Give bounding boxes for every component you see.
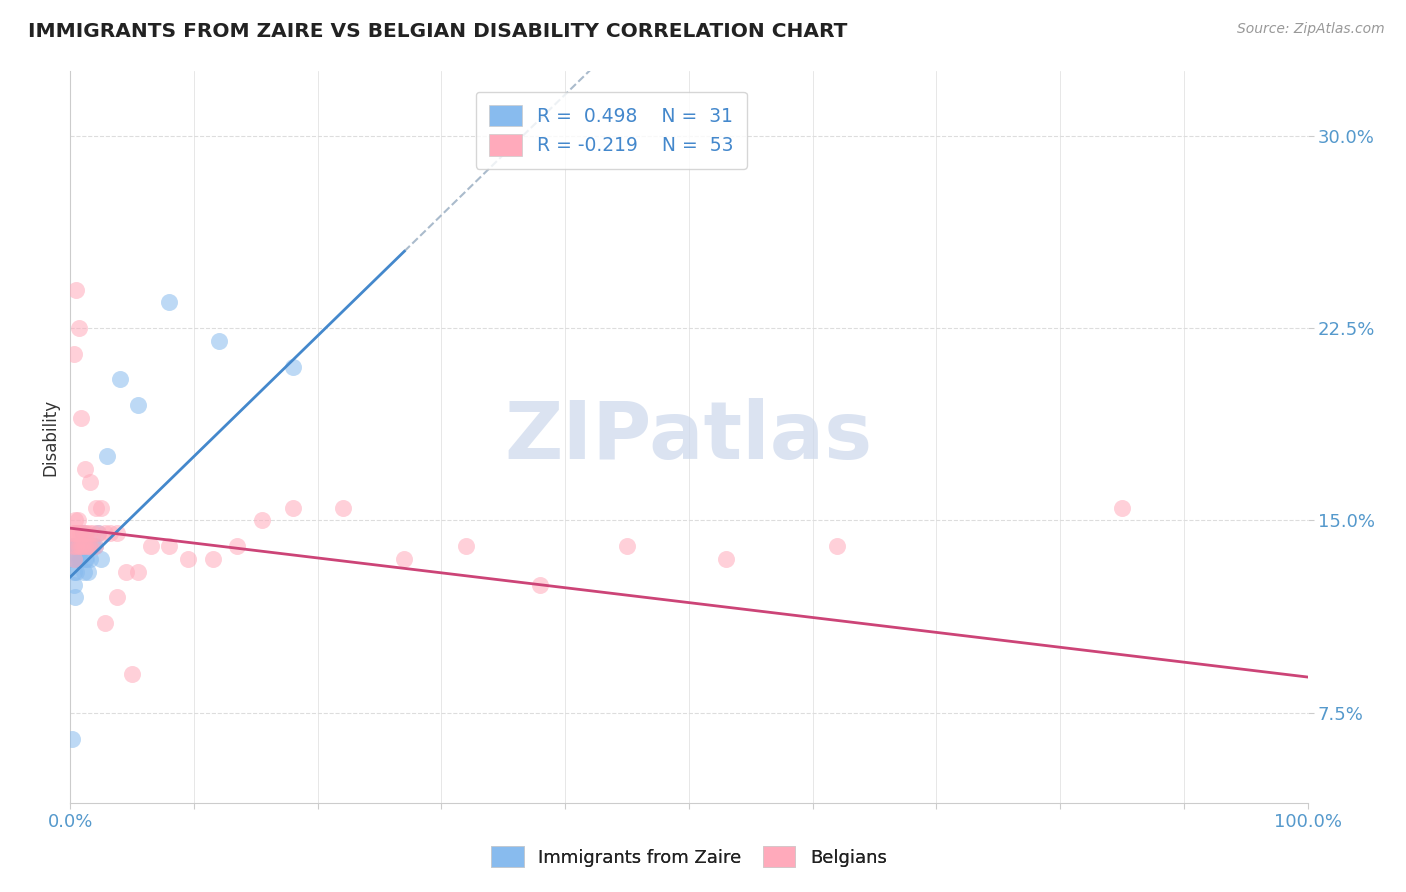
Point <box>62 539 84 553</box>
Point <box>63 552 86 566</box>
Point <box>70 539 93 553</box>
Point <box>86 526 108 541</box>
Point <box>75 552 97 566</box>
Y-axis label: Disability: Disability <box>41 399 59 475</box>
Point <box>332 500 354 515</box>
Point <box>75 526 97 541</box>
Point <box>1111 500 1133 515</box>
Point <box>76 539 98 553</box>
Point <box>77 539 100 553</box>
Point <box>208 334 231 348</box>
Point <box>84 539 107 553</box>
Point <box>69 552 91 566</box>
Point <box>94 616 117 631</box>
Point <box>65 283 87 297</box>
Point <box>281 500 304 515</box>
Point <box>65 526 87 541</box>
Point <box>84 500 107 515</box>
Point <box>70 539 93 553</box>
Point <box>65 565 87 579</box>
Point <box>201 552 224 566</box>
Point <box>79 475 101 489</box>
Point <box>73 526 96 541</box>
Point <box>96 450 118 464</box>
Point <box>226 539 249 553</box>
Point <box>115 565 138 579</box>
Point <box>127 398 149 412</box>
Point <box>177 552 200 566</box>
Point <box>75 552 97 566</box>
Point <box>108 372 131 386</box>
Point <box>250 514 273 528</box>
Point <box>105 591 128 605</box>
Point <box>67 552 90 566</box>
Point <box>75 462 97 476</box>
Point <box>73 565 96 579</box>
Point <box>714 552 737 566</box>
Point <box>72 539 94 553</box>
Point <box>79 552 101 566</box>
Point <box>65 552 87 566</box>
Point <box>66 539 89 553</box>
Point <box>139 539 162 553</box>
Point <box>456 539 478 553</box>
Point <box>60 526 83 541</box>
Point <box>65 539 87 553</box>
Point <box>65 591 87 605</box>
Point <box>281 359 304 374</box>
Point <box>90 552 112 566</box>
Point <box>529 577 551 591</box>
Point <box>827 539 849 553</box>
Point <box>69 526 91 541</box>
Point <box>66 514 89 528</box>
Text: IMMIGRANTS FROM ZAIRE VS BELGIAN DISABILITY CORRELATION CHART: IMMIGRANTS FROM ZAIRE VS BELGIAN DISABIL… <box>28 22 848 41</box>
Legend: Immigrants from Zaire, Belgians: Immigrants from Zaire, Belgians <box>484 839 894 874</box>
Point <box>105 526 128 541</box>
Point <box>157 539 180 553</box>
Point <box>82 539 104 553</box>
Point <box>65 514 87 528</box>
Point <box>616 539 638 553</box>
Point <box>60 731 83 746</box>
Point <box>70 410 93 425</box>
Point <box>77 526 100 541</box>
Point <box>67 321 90 335</box>
Point <box>94 526 117 541</box>
Point <box>63 346 86 360</box>
Text: Source: ZipAtlas.com: Source: ZipAtlas.com <box>1237 22 1385 37</box>
Point <box>65 526 87 541</box>
Point <box>67 539 90 553</box>
Point <box>72 526 94 541</box>
Point <box>62 539 84 553</box>
Point <box>394 552 416 566</box>
Point <box>63 565 86 579</box>
Point <box>157 295 180 310</box>
Point <box>76 565 98 579</box>
Point <box>66 552 89 566</box>
Point <box>121 667 143 681</box>
Point <box>65 539 87 553</box>
Point <box>82 526 104 541</box>
Point <box>86 526 108 541</box>
Point <box>98 526 121 541</box>
Point <box>75 539 97 553</box>
Point <box>127 565 149 579</box>
Point <box>66 526 89 541</box>
Text: ZIPatlas: ZIPatlas <box>505 398 873 476</box>
Point <box>84 539 107 553</box>
Point <box>90 500 112 515</box>
Point <box>60 552 83 566</box>
Point <box>79 539 101 553</box>
Point <box>63 577 86 591</box>
